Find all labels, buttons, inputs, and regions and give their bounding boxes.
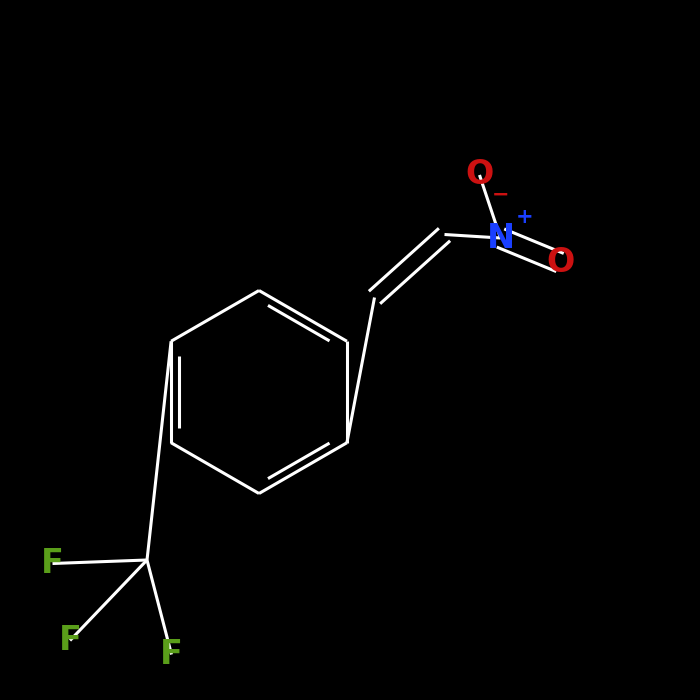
- Text: −: −: [492, 185, 510, 204]
- Text: F: F: [41, 547, 64, 580]
- Text: O: O: [546, 246, 574, 279]
- Text: O: O: [466, 158, 493, 192]
- Text: N: N: [486, 221, 514, 255]
- Text: F: F: [59, 624, 81, 657]
- Text: F: F: [160, 638, 183, 671]
- Text: +: +: [515, 207, 533, 227]
